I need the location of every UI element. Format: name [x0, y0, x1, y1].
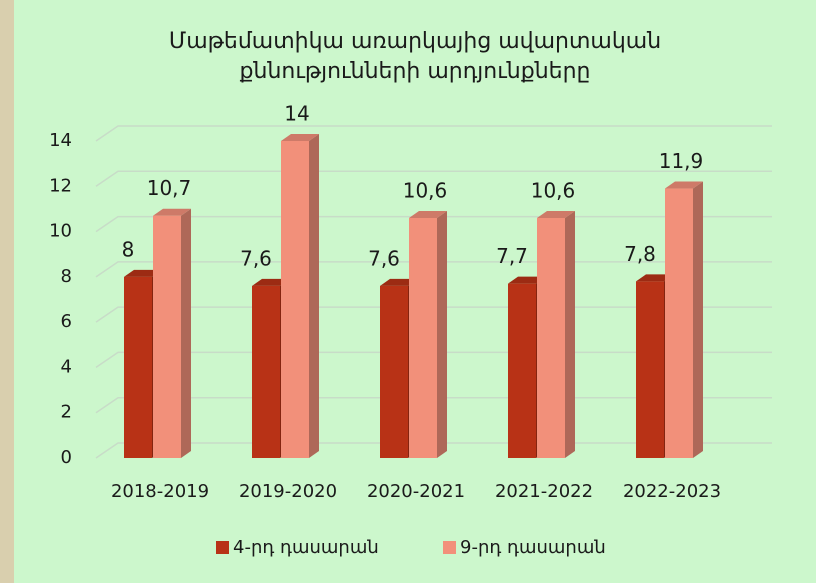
x-tick-label: 2019-2020 — [239, 481, 337, 502]
left-edge — [0, 0, 14, 583]
data-label: 7,7 — [496, 244, 528, 268]
y-tick-label: 14 — [49, 130, 72, 151]
bar — [124, 276, 152, 458]
data-label: 10,6 — [403, 178, 448, 202]
y-tick-label: 0 — [61, 447, 72, 468]
bar-top — [665, 181, 703, 189]
data-label: 7,6 — [240, 246, 272, 270]
bar — [380, 285, 408, 458]
data-label: 10,6 — [531, 178, 576, 202]
bar — [665, 188, 693, 459]
x-tick-label: 2022-2023 — [623, 481, 721, 502]
data-label: 10,7 — [147, 176, 192, 200]
legend-swatch — [443, 541, 456, 554]
bar — [281, 141, 309, 458]
bar-side — [693, 181, 703, 459]
bar-top — [409, 210, 447, 218]
bar — [537, 217, 565, 458]
bar — [252, 285, 280, 458]
bar-top — [636, 274, 674, 282]
bar-top — [508, 276, 546, 284]
y-tick-label: 2 — [61, 402, 72, 423]
bar — [508, 283, 536, 458]
legend-label: 4-րդ դասարան — [233, 537, 379, 558]
bar-top — [281, 134, 319, 141]
bar-side — [181, 208, 191, 458]
x-tick-label: 2021-2022 — [495, 481, 593, 502]
data-label: 14 — [284, 102, 309, 126]
data-label: 11,9 — [659, 149, 704, 173]
bar-side — [437, 210, 447, 458]
bar — [153, 215, 181, 458]
data-label: 7,8 — [624, 242, 656, 266]
legend-label: 9-րդ դասարան — [460, 537, 606, 558]
x-tick-label: 2020-2021 — [367, 481, 465, 502]
y-tick-label: 4 — [61, 356, 72, 377]
data-label: 8 — [122, 237, 135, 261]
legend-swatch — [216, 541, 229, 554]
bar-top — [153, 208, 191, 216]
grid-line — [95, 125, 772, 142]
bar-top — [537, 210, 575, 218]
bar — [409, 217, 437, 458]
y-tick-label: 10 — [49, 221, 72, 242]
y-tick-label: 12 — [49, 175, 72, 196]
chart-title: Մաթեմատիկա առարկայից ավարտական — [169, 29, 661, 54]
bar-top — [380, 278, 418, 286]
y-tick-label: 8 — [61, 266, 72, 287]
bar-side — [565, 210, 575, 458]
bar — [636, 281, 664, 458]
bar-top — [124, 269, 162, 277]
y-tick-label: 6 — [61, 311, 72, 332]
x-tick-label: 2018-2019 — [111, 481, 209, 502]
data-label: 7,6 — [368, 246, 400, 270]
bar-top — [252, 278, 290, 286]
chart-title: քննությունների արդյունքները — [240, 59, 591, 84]
grid-line — [95, 170, 772, 187]
bar-side — [309, 134, 319, 458]
